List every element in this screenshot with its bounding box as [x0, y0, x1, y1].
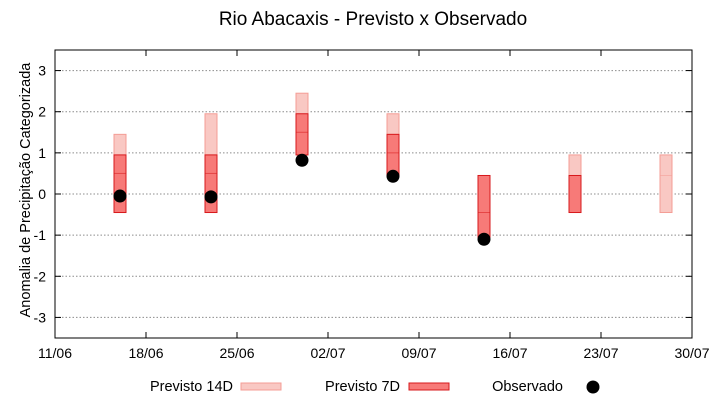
y-tick-label: 1: [38, 145, 46, 161]
y-tick-label: -1: [34, 227, 47, 243]
legend-label: Observado: [492, 379, 563, 395]
x-tick-label: 30/07: [674, 345, 709, 361]
y-tick-label: 2: [38, 104, 46, 120]
legend-swatch: [586, 380, 600, 394]
chart-title: Rio Abacaxis - Previsto x Observado: [219, 9, 527, 30]
legend: Previsto 14D Previsto 7D Observado: [150, 379, 600, 395]
previsto-7d-bar: [386, 133, 400, 176]
observado-point: [113, 189, 127, 203]
grid-lines: [55, 70, 692, 318]
y-axis-label: Anomalia de Precipitação Categorizada: [18, 62, 34, 318]
y-tick-label: -3: [34, 309, 47, 325]
legend-swatch: [240, 382, 282, 391]
x-tick-label: 25/06: [219, 345, 254, 361]
y-tick-label: 0: [38, 186, 46, 202]
legend-label: Previsto 7D: [325, 379, 400, 395]
x-tick-label: 11/06: [38, 345, 72, 361]
series-observado: [113, 153, 491, 246]
x-tick-label: 16/07: [492, 345, 527, 361]
y-tick-label: -2: [34, 268, 47, 284]
previsto-14d-bar: [659, 154, 673, 214]
series-previsto-7d: [113, 113, 582, 238]
observado-point: [477, 232, 491, 246]
observado-point: [295, 153, 309, 167]
x-tick-label: 09/07: [401, 345, 436, 361]
previsto-7d-bar: [477, 174, 491, 238]
previsto-7d-bar: [113, 154, 127, 214]
legend-label: Previsto 14D: [150, 379, 233, 395]
observado-point: [386, 169, 400, 183]
previsto-7d-bar: [568, 174, 582, 214]
y-axis-ticks: -3 -2 -1 0 1 2 3: [34, 63, 692, 325]
y-tick-label: 3: [38, 63, 46, 79]
x-tick-label: 02/07: [310, 345, 345, 361]
legend-swatch: [408, 382, 450, 391]
x-axis-ticks: 11/06 18/06 25/06 02/07 09/07 16/07 23/07 30/07: [38, 50, 710, 361]
previsto-7d-bar: [295, 113, 309, 156]
previsto-7d-bar: [204, 154, 218, 214]
observado-point: [204, 190, 218, 204]
x-tick-label: 23/07: [583, 345, 618, 361]
x-tick-label: 18/06: [128, 345, 163, 361]
